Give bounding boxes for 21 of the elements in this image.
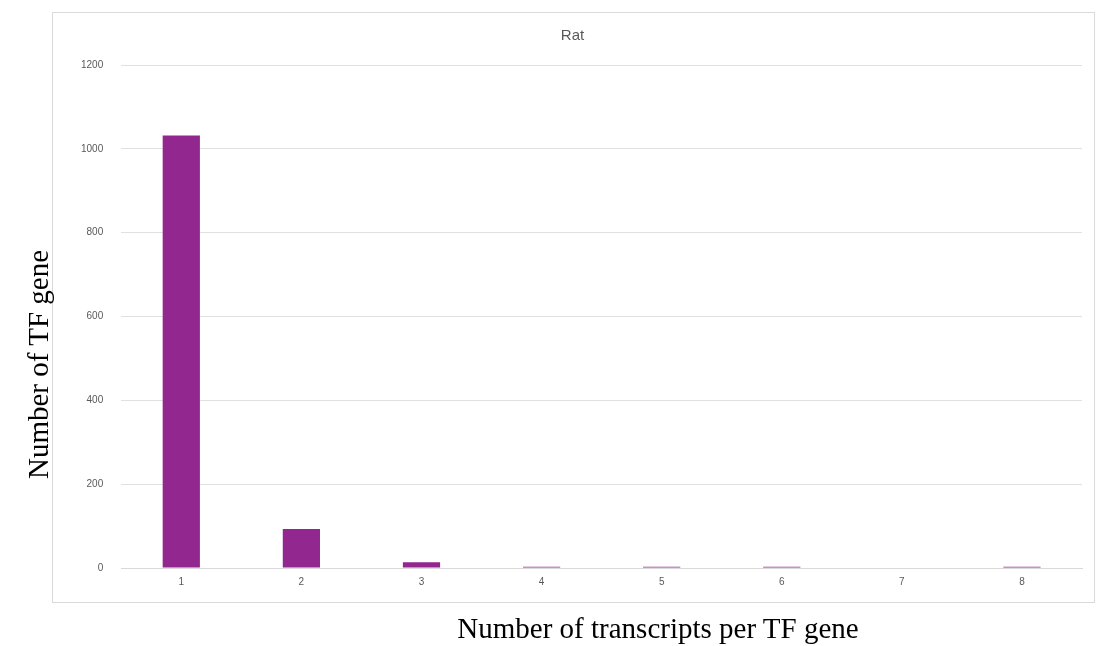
x-tick-label: 1 [178, 575, 185, 587]
x-tick-label: 8 [1019, 575, 1026, 587]
y-tick-label: 800 [86, 226, 104, 238]
y-tick-label: 400 [86, 394, 104, 406]
x-tick-label: 4 [538, 575, 545, 587]
y-tick-label: 200 [86, 477, 104, 489]
y-tick-label: 1000 [81, 142, 104, 154]
x-tick-label: 3 [418, 575, 425, 587]
x-tick-label: 2 [298, 575, 305, 587]
x-tick-label: 6 [778, 575, 785, 587]
y-tick-label: 1200 [81, 58, 104, 70]
y-axis-title: Number of TF gene [21, 249, 55, 481]
bar [162, 135, 200, 568]
x-axis-title: Number of transcripts per TF gene [456, 612, 860, 645]
chart-title: Rat [560, 26, 585, 44]
y-tick-label: 600 [86, 310, 104, 322]
bar [282, 529, 320, 568]
bar [402, 562, 441, 568]
y-tick-label: 0 [97, 561, 104, 573]
x-tick-label: 7 [899, 575, 906, 587]
x-tick-label: 5 [658, 575, 665, 587]
